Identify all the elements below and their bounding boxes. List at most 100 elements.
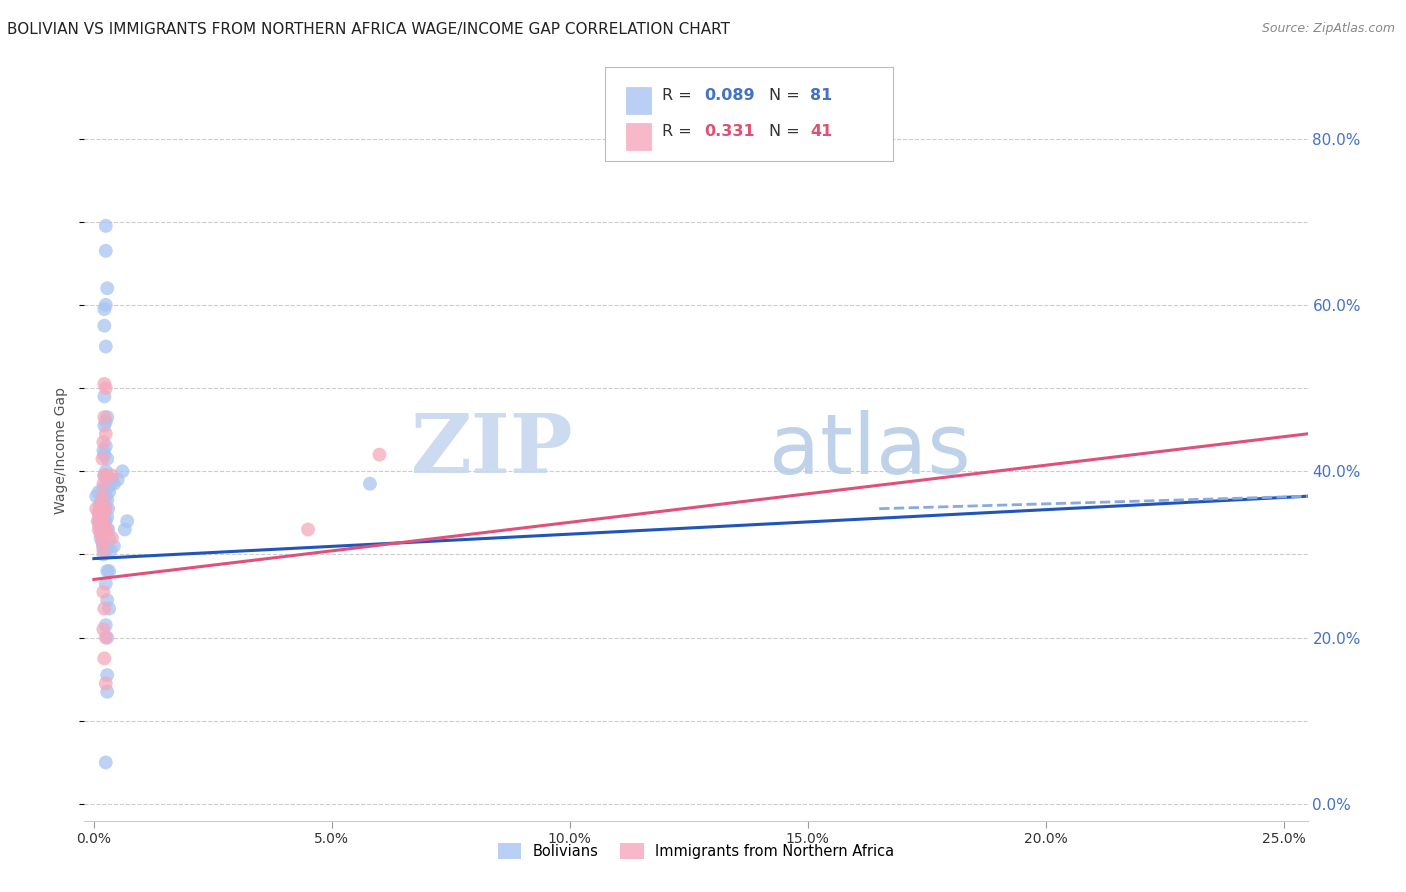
Text: 41: 41 [810,124,832,138]
Point [93,531,115,545]
Point [100,543,122,558]
Point [96,668,118,682]
Point [89,514,111,528]
Point [91,510,114,524]
Point [115,514,138,528]
Point [91,535,114,549]
Point [96,510,118,524]
Point [91,514,114,528]
Point [93,585,115,599]
Point [107,473,129,487]
Point [100,476,122,491]
Point [94,526,117,541]
Point [93,468,115,483]
Point [93,548,115,562]
Text: R =: R = [662,124,702,138]
Text: Source: ZipAtlas.com: Source: ZipAtlas.com [1261,22,1395,36]
Point [93,376,115,391]
Point [93,493,115,508]
Point [87,514,110,528]
Point [93,389,115,403]
Point [94,244,117,258]
Point [297,523,319,537]
Point [90,493,112,508]
Point [93,543,115,558]
Point [96,523,118,537]
Point [91,518,114,533]
Point [94,576,117,591]
Point [97,473,120,487]
Point [87,506,110,520]
Point [90,501,112,516]
Point [93,443,115,458]
Point [90,510,112,524]
Point [87,506,110,520]
Point [91,489,114,503]
Point [93,476,115,491]
Text: ZIP: ZIP [411,410,574,491]
Point [90,526,112,541]
Point [93,506,115,520]
Point [94,339,117,353]
Point [94,514,117,528]
Point [84,489,107,503]
Point [94,464,117,478]
Legend: Bolivians, Immigrants from Northern Africa: Bolivians, Immigrants from Northern Afri… [492,838,900,865]
Point [96,468,118,483]
Point [93,510,115,524]
Point [93,518,115,533]
Text: 0.331: 0.331 [704,124,755,138]
Point [96,493,118,508]
Point [89,518,111,533]
Point [91,523,114,537]
Point [96,451,118,466]
Point [91,539,114,553]
Text: atlas: atlas [769,410,972,491]
Text: N =: N = [769,88,806,103]
Point [90,526,112,541]
Point [93,531,115,545]
Point [90,510,112,524]
Point [96,281,118,295]
Point [87,485,110,500]
Point [93,468,115,483]
Point [91,535,114,549]
Text: N =: N = [769,124,806,138]
Point [94,439,117,453]
Point [94,543,117,558]
Point [96,684,118,698]
Point [93,318,115,333]
Point [93,435,115,450]
Point [86,514,108,528]
Point [89,510,111,524]
Point [96,564,118,578]
Point [91,523,114,537]
Point [89,506,111,520]
Point [111,464,134,478]
Point [90,526,112,541]
Point [93,501,115,516]
Point [101,531,124,545]
Point [96,631,118,645]
Point [93,301,115,316]
Point [103,476,125,491]
Point [94,219,117,233]
Text: BOLIVIAN VS IMMIGRANTS FROM NORTHERN AFRICA WAGE/INCOME GAP CORRELATION CHART: BOLIVIAN VS IMMIGRANTS FROM NORTHERN AFR… [7,22,730,37]
Point [94,676,117,690]
Point [93,623,115,637]
Point [93,410,115,425]
Point [94,631,117,645]
Point [98,601,121,615]
Text: 81: 81 [810,88,832,103]
Point [94,426,117,441]
Point [97,501,120,516]
Point [368,448,391,462]
Point [91,526,114,541]
Point [114,523,136,537]
Point [96,481,118,495]
Point [93,514,115,528]
Point [94,489,117,503]
Point [94,756,117,770]
Point [90,523,112,537]
Point [94,381,117,395]
